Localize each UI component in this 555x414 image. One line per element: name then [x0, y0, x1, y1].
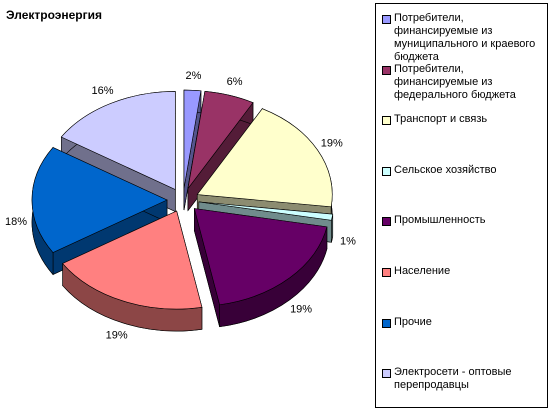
- legend-label: Население: [394, 265, 451, 277]
- legend-swatch: [382, 166, 391, 176]
- legend-label: Транспорт и связь: [394, 113, 488, 126]
- legend-item: Население: [380, 265, 545, 278]
- data-label: 19%: [290, 304, 312, 316]
- legend-item: Потребители, финансируемые из муниципаль…: [380, 12, 545, 64]
- legend-item: Прочие: [380, 316, 545, 329]
- legend-item: Электросети - оптовые перепродавцы: [380, 366, 545, 392]
- data-label: 2%: [186, 70, 202, 82]
- chart-title: Электроэнергия: [6, 8, 103, 22]
- legend-item: Промышленность: [380, 214, 545, 227]
- legend-swatch: [382, 217, 391, 227]
- legend-swatch: [382, 318, 391, 328]
- legend-label: Прочие: [394, 315, 432, 328]
- slice: [60, 91, 176, 190]
- legend-swatch: [382, 65, 391, 75]
- chart: 2% 6% 19% 1% 19% 19% 18% 16%: [5, 70, 356, 342]
- legend-label: Электросети - оптовые перепродавцы: [394, 366, 512, 392]
- data-label: 19%: [321, 138, 343, 150]
- data-label: 1%: [340, 235, 356, 247]
- data-label: 6%: [227, 76, 243, 88]
- data-label: 19%: [106, 330, 128, 342]
- legend-label: Сельское хозяйство: [394, 163, 497, 176]
- legend: Потребители, финансируемые из муниципаль…: [375, 3, 548, 408]
- legend-label: Промышленность: [394, 214, 486, 227]
- legend-label: Потребители, финансируемые из муниципаль…: [394, 12, 536, 63]
- legend-swatch: [382, 15, 391, 24]
- slice: [196, 108, 333, 208]
- legend-item: Сельское хозяйство: [380, 164, 545, 177]
- legend-swatch: [382, 369, 391, 379]
- slice: [193, 208, 328, 306]
- legend-item: Транспорт и связь: [380, 113, 545, 126]
- slice: [183, 89, 202, 189]
- legend-swatch: [382, 116, 391, 126]
- legend-swatch: [382, 268, 391, 277]
- legend-label: Потребители, финансируемые из федерально…: [394, 62, 516, 101]
- slice: [62, 210, 203, 310]
- data-label: 18%: [5, 216, 27, 228]
- legend-item: Потребители, финансируемые из федерально…: [380, 63, 545, 102]
- slice: [198, 201, 334, 221]
- slice: [31, 147, 168, 253]
- slice: [187, 91, 254, 189]
- data-label: 16%: [92, 85, 114, 97]
